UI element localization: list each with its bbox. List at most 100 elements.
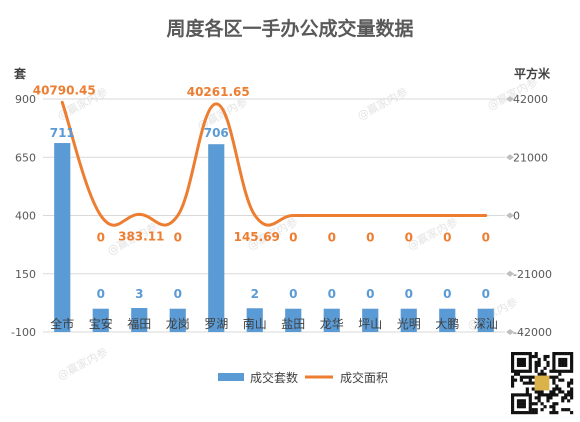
qr-module <box>552 378 556 382</box>
qr-module <box>519 411 524 415</box>
qr-module <box>511 357 515 362</box>
qr-module <box>552 390 556 394</box>
qr-module <box>552 352 556 356</box>
qr-module <box>528 352 532 356</box>
qr-module <box>570 354 574 359</box>
chart-title: 周度各区一手办公成交量数据 <box>166 17 413 40</box>
qr-module <box>519 369 524 373</box>
qr-module <box>552 360 556 365</box>
line-data-label: 0 <box>97 231 105 245</box>
qr-module <box>549 375 553 379</box>
qr-module <box>511 411 515 415</box>
qr-module <box>540 390 544 394</box>
right-tick-marker <box>506 329 514 335</box>
qr-module <box>528 393 532 397</box>
qr-module <box>528 357 532 362</box>
watermark: @赢家内参 <box>405 214 460 252</box>
qr-module <box>516 357 521 362</box>
qr-module <box>513 411 518 415</box>
axis-ticks: -100 150 400 650 900 -42000 -21000 0 21000 42000 全… <box>11 93 552 339</box>
bar-data-label: 0 <box>97 287 105 301</box>
qr-module <box>519 378 524 382</box>
category-label: 龙华 <box>320 317 344 331</box>
qr-module <box>519 363 524 367</box>
qr-module <box>546 354 550 359</box>
qr-module <box>519 399 524 403</box>
left-axis-label: 套 <box>13 66 27 81</box>
qr-module <box>528 363 532 367</box>
line-data-label: 0 <box>482 231 490 245</box>
qr-module <box>564 352 568 356</box>
qr-module <box>528 381 532 385</box>
qr-module <box>537 372 541 376</box>
left-tick-label: 150 <box>15 268 36 281</box>
qr-module <box>540 372 544 376</box>
qr-module <box>519 375 524 379</box>
qr-module <box>516 363 521 367</box>
qr-module <box>525 387 529 391</box>
line-path-成交面积 <box>60 100 488 227</box>
qr-module <box>558 352 562 356</box>
qr-module <box>528 408 532 412</box>
bar-data-label: 0 <box>443 287 451 301</box>
qr-module <box>534 402 538 406</box>
qr-module <box>549 411 553 415</box>
qr-module <box>540 393 544 397</box>
category-label: 龙岗 <box>166 317 190 331</box>
qr-module <box>543 393 547 397</box>
qr-module <box>534 369 538 373</box>
qr-module <box>534 352 538 356</box>
qr-module <box>555 387 559 391</box>
bar-series <box>54 143 494 332</box>
qr-module <box>519 360 524 365</box>
qr-module <box>534 366 538 370</box>
qr-module <box>513 352 518 356</box>
qr-module <box>525 352 529 356</box>
gridlines <box>43 98 505 333</box>
qr-module <box>516 369 521 373</box>
qr-module <box>528 411 532 415</box>
qr-module <box>552 369 556 373</box>
right-tick-marker <box>506 154 514 161</box>
qr-module <box>511 381 515 385</box>
qr-module <box>511 405 515 409</box>
qr-module <box>516 372 521 376</box>
qr-module <box>511 369 515 373</box>
qr-module <box>561 378 565 382</box>
qr-module <box>534 408 538 412</box>
bar-全市 <box>54 143 71 332</box>
line-data-label: 383.11 <box>118 229 164 243</box>
data-labels: 40790.45 0 383.11 0 40261.65 145.69 0 0 0 0 0 0 711 0… <box>33 83 490 301</box>
qr-module <box>531 354 535 359</box>
qr-module <box>516 405 521 409</box>
qr-module <box>511 352 515 356</box>
bar-福田 <box>131 308 148 332</box>
qr-module <box>531 408 535 412</box>
qr-module <box>543 366 547 370</box>
bar-data-label: 706 <box>204 126 229 140</box>
qr-module <box>537 393 541 397</box>
qr-module <box>540 408 544 412</box>
qr-module <box>522 357 526 362</box>
qr-module <box>534 354 538 359</box>
qr-module <box>534 360 538 365</box>
qr-module <box>567 408 571 412</box>
qr-module <box>552 363 556 367</box>
watermark: @赢家内参 <box>355 84 410 122</box>
qr-module <box>552 405 556 409</box>
qr-module <box>564 360 568 365</box>
qr-module <box>528 375 532 379</box>
qr-module <box>570 393 574 397</box>
qr-module <box>570 381 574 385</box>
qr-module <box>513 393 518 397</box>
qr-module <box>522 393 526 397</box>
category-label: 宝安 <box>89 316 113 331</box>
qr-module <box>555 402 559 406</box>
line-data-label: 145.69 <box>234 230 280 244</box>
qr-module <box>540 369 544 373</box>
category-label: 盐田 <box>281 317 305 331</box>
qr-module <box>561 352 565 356</box>
bar-南山 <box>246 308 263 332</box>
qr-module <box>570 352 574 356</box>
qr-module <box>519 393 524 397</box>
